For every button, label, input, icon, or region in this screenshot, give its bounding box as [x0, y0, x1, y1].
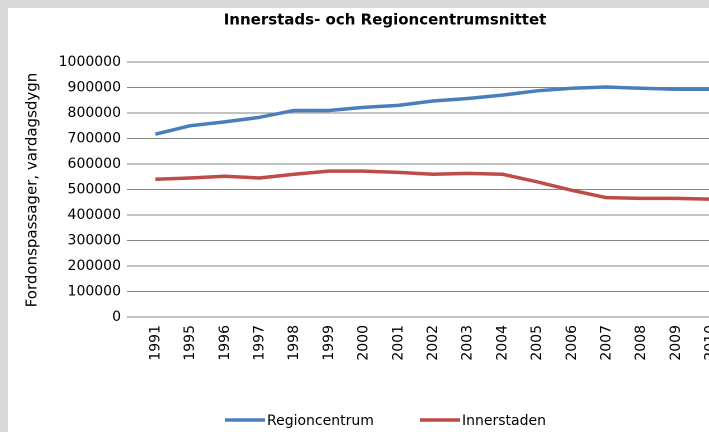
x-tick-label: 1996: [217, 325, 233, 361]
chart-title: Innerstads- och Regioncentrumsnittet: [224, 11, 547, 29]
legend-label: Regioncentrum: [267, 413, 374, 429]
x-tick-label: 2008: [633, 325, 649, 361]
y-tick-label: 700000: [68, 131, 121, 147]
y-tick-label: 800000: [68, 105, 121, 121]
y-axis-label: Fordonspassager, vardagsdygn: [23, 73, 41, 308]
x-tick-label: 2009: [668, 325, 684, 361]
x-tick-label: 2003: [460, 325, 476, 361]
x-tick-label: 2010: [703, 325, 709, 361]
y-tick-label: 0: [112, 309, 121, 325]
chart-area: [8, 8, 709, 432]
legend-label: Innerstaden: [462, 413, 546, 429]
x-tick-label: 2007: [598, 325, 614, 361]
x-tick-label: 1991: [147, 325, 163, 361]
y-tick-label: 1000000: [59, 54, 121, 70]
y-tick-label: 100000: [68, 284, 121, 300]
y-tick-label: 900000: [68, 80, 121, 96]
y-tick-label: 600000: [68, 156, 121, 172]
x-tick-label: 1998: [286, 325, 302, 361]
x-tick-label: 2002: [425, 325, 441, 361]
series-line: [155, 169, 709, 201]
x-tick-label: 2004: [494, 325, 510, 361]
y-tick-label: 400000: [68, 207, 121, 223]
x-tick-label: 2005: [529, 325, 545, 361]
series-line: [154, 85, 709, 136]
y-tick-label: 200000: [68, 258, 121, 274]
x-tick-label: 1997: [251, 325, 267, 361]
x-tick-label: 1995: [182, 325, 198, 361]
x-tick-label: 2000: [356, 325, 372, 361]
y-tick-label: 300000: [68, 233, 121, 249]
y-tick-label: 500000: [68, 182, 121, 198]
x-tick-label: 2001: [390, 325, 406, 361]
x-tick-label: 1999: [321, 325, 337, 361]
x-tick-label: 2006: [564, 325, 580, 361]
